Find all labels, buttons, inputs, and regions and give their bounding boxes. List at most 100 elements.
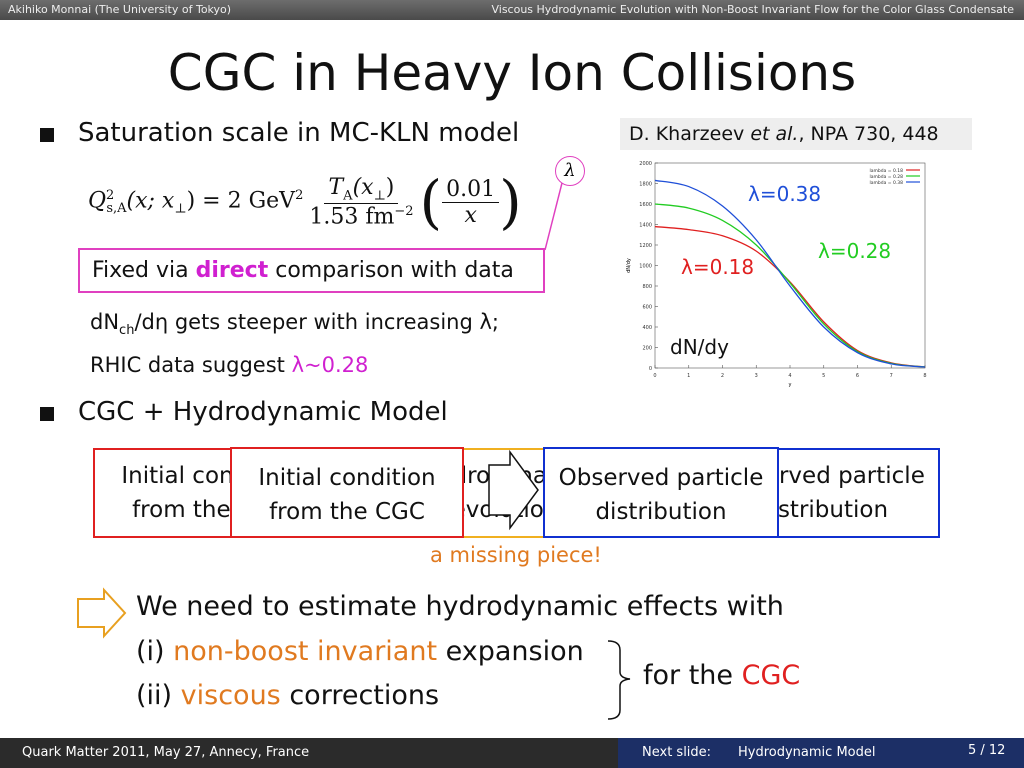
conclusion-line: (i) non-boost invariant expansion: [136, 636, 584, 667]
x-tick-label: 2: [721, 373, 724, 379]
note-highlight: λ~0.28: [291, 353, 369, 378]
slide-title: CGC in Heavy Ion Collisions: [167, 44, 857, 102]
footer-page: 5 / 12: [968, 743, 1006, 758]
footer-bar: Quark Matter 2011, May 27, Annecy, Franc…: [0, 738, 1024, 768]
formula-text: A: [343, 188, 353, 204]
citation: D. Kharzeev et al., NPA 730, 448: [620, 118, 972, 150]
annotation: dN/dy: [670, 335, 729, 359]
data-line: [654, 179, 926, 368]
y-tick-label: 2000: [639, 161, 652, 167]
conclusion-text: for the: [643, 660, 742, 691]
annotation: λ=0.18: [681, 255, 754, 279]
y-tick-label: 800: [642, 284, 652, 290]
y-tick-label: 600: [642, 305, 652, 311]
conclusion-text: (ii): [136, 680, 181, 711]
formula-text: (x: [352, 174, 374, 200]
diagram-box: Initial condition from the CGC: [230, 447, 464, 538]
formula-text: T: [328, 174, 344, 200]
box-text: Initial condition: [258, 465, 436, 491]
conclusion-side: for the CGC: [643, 660, 800, 691]
conclusion-highlight: viscous: [180, 680, 281, 711]
header-bar: Akihiko Monnai (The University of Tokyo)…: [0, 0, 1024, 20]
header-talk-title: Viscous Hydrodynamic Evolution with Non-…: [491, 3, 1014, 16]
missing-piece: a missing piece!: [430, 543, 602, 567]
callout-text: comparison with data: [268, 258, 514, 283]
footer-next-title: Hydrodynamic Model: [738, 745, 876, 760]
formula-text: 1.53 fm: [309, 204, 395, 230]
formula-text: 2: [106, 187, 115, 203]
diagram-box: Observed particle distribution: [543, 447, 779, 538]
x-tick-label: 3: [755, 373, 758, 379]
conclusion-highlight: CGC: [741, 660, 801, 691]
formula-text: 0.01: [442, 177, 500, 203]
citation-text: et al.: [750, 123, 799, 145]
formula-text: = 2 GeV: [202, 187, 296, 213]
legend-label: lambda = 0.28: [869, 174, 903, 180]
x-tick-label: 1: [687, 373, 690, 379]
formula-text: 2: [295, 187, 304, 203]
brace: [607, 640, 631, 720]
annotation: λ=0.28: [818, 239, 891, 263]
callout-box: Fixed via direct comparison with data: [78, 248, 545, 293]
conclusion-line: (ii) viscous corrections: [136, 680, 439, 711]
x-axis-label: y: [789, 382, 792, 388]
formula-text: −2: [394, 204, 414, 220]
conclusion-text: (i): [136, 636, 174, 667]
legend-label: lambda = 0.38: [869, 180, 903, 186]
dndy-chart: 0 200 400 600 800 1000 1200 1400 1600 1800 2000 0 1 2…: [626, 161, 927, 388]
conclusion-text: expansion: [437, 636, 584, 667]
y-tick-label: 0: [649, 366, 652, 372]
x-tick-label: 4: [788, 373, 791, 379]
x-tick-label: 8: [923, 373, 926, 379]
footer-panel: [618, 738, 1024, 768]
x-tick-label: 0: [653, 373, 656, 379]
note-text: RHIC data suggest: [90, 353, 292, 378]
conclusion-text: corrections: [280, 680, 440, 711]
x-tick-label: 6: [856, 373, 859, 379]
formula-text: x: [464, 202, 477, 228]
formula-text: (x; x: [126, 187, 175, 213]
conclusion-arrow: [77, 587, 127, 639]
box-text: Observed particle: [558, 465, 764, 491]
box-text: from the CGC: [269, 499, 425, 525]
callout-text: Fixed via: [92, 258, 196, 283]
citation-text: , NPA 730, 448: [798, 123, 939, 145]
callout-emphasis: direct: [195, 258, 269, 283]
note-text: ch: [119, 323, 135, 339]
box-text: distribution: [595, 499, 727, 525]
bullet-marker: [40, 128, 54, 142]
formula: Q2s,A(x; x⊥) = 2 GeV2 TA(x⊥) 1.53 fm−2 (…: [88, 168, 522, 236]
legend-label: lambda = 0.18: [869, 168, 903, 174]
y-axis-label: dN/dy: [626, 258, 632, 273]
callout-connector: [544, 182, 563, 251]
annotation: λ=0.38: [748, 182, 821, 206]
y-tick-label: 1400: [639, 223, 652, 229]
conclusion-line: We need to estimate hydrodynamic effects…: [136, 591, 784, 622]
x-tick-label: 5: [822, 373, 825, 379]
y-tick-label: 1200: [639, 243, 652, 249]
citation-text: D. Kharzeev: [629, 123, 751, 145]
formula-text: ⊥: [174, 201, 187, 217]
y-tick-label: 200: [642, 346, 652, 352]
conclusion-highlight: non-boost invariant: [173, 636, 438, 667]
bullet: Saturation scale in MC-KLN model: [78, 118, 520, 148]
formula-text: ): [385, 174, 395, 200]
y-tick-label: 1000: [639, 264, 652, 270]
y-tick-label: 400: [642, 325, 652, 331]
formula-text: ⊥: [373, 188, 386, 204]
note-text: dN: [90, 310, 120, 334]
y-tick-label: 1600: [639, 202, 652, 208]
bullet: CGC + Hydrodynamic Model: [78, 397, 448, 427]
bullet-marker: [40, 407, 54, 421]
note-text: /dη gets steeper with increasing λ;: [134, 310, 499, 334]
header-author: Akihiko Monnai (The University of Tokyo): [8, 3, 232, 16]
notes: dNch/dη gets steeper with increasing λ; …: [90, 305, 499, 382]
formula-text: s,A: [106, 201, 127, 217]
footer-next-label: Next slide:: [642, 745, 712, 760]
lambda-circle: λ: [555, 156, 585, 186]
block-arrow: [488, 449, 539, 531]
arrow-layer: [488, 449, 539, 531]
formula-text: Q: [88, 187, 107, 213]
formula-text: ): [186, 187, 196, 213]
